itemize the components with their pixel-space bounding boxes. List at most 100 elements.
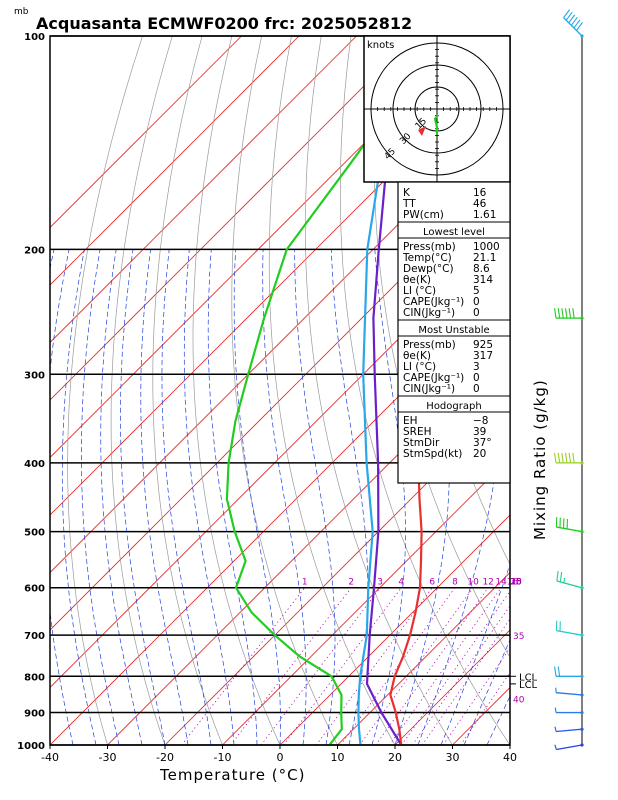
chart-title: Acquasanta ECMWF0200 frc: 2025052812: [36, 14, 412, 33]
mixing-ratio-label: 1: [302, 578, 308, 588]
moist-adiabat-line: [81, 249, 120, 745]
moist-adiabat-line: [207, 249, 258, 745]
pressure-tick-label: 200: [24, 245, 45, 256]
wind-barb: [563, 17, 583, 37]
mixing-ratio-label: 10: [467, 578, 479, 588]
index-label: Press(mb): [403, 339, 456, 351]
x-axis-label: Temperature (°C): [159, 766, 305, 784]
x-tick-label: -10: [214, 751, 232, 764]
index-label: CAPE(Jkg⁻¹): [403, 372, 464, 384]
wind-barb-flag: [554, 726, 557, 732]
mixing-ratio-side-label: 40: [513, 696, 525, 706]
mixing-ratio-label: 18: [510, 578, 522, 588]
dry-adiabat-line: [304, 36, 453, 745]
wind-barb-dot: [580, 316, 584, 320]
wind-barb-flag: [573, 19, 581, 29]
wind-barb-dot: [580, 727, 584, 731]
mixing-ratio-line: [359, 587, 474, 745]
index-label: TT: [402, 198, 416, 210]
pressure-tick-label: 400: [24, 459, 45, 470]
index-label: PW(cm): [403, 209, 444, 221]
index-value: 0: [473, 307, 480, 319]
wind-barb-dot: [580, 586, 584, 590]
wind-barb-flag: [568, 308, 572, 319]
index-value: 1000: [473, 241, 500, 253]
index-label: StmSpd(kt): [403, 448, 462, 460]
mixing-ratio-line: [375, 587, 489, 745]
isotherm-line: [50, 36, 472, 459]
mixing-ratio-line: [460, 671, 510, 745]
wind-barb-flag: [561, 308, 564, 319]
wind-barb-flag: [564, 308, 568, 319]
moist-adiabat-line: [463, 638, 510, 745]
mixing-ratio-label: 4: [398, 578, 404, 588]
dry-adiabat-line: [231, 36, 338, 745]
index-value: 37°: [473, 437, 492, 449]
index-label: θe(K): [403, 274, 431, 286]
mixing-ratio-label: 6: [429, 578, 435, 588]
index-label: Press(mb): [403, 241, 456, 253]
x-tick-label: -40: [41, 751, 59, 764]
index-value: 0: [473, 372, 480, 384]
index-label: CIN(Jkg⁻¹): [403, 383, 455, 395]
wind-barb-flag: [554, 308, 557, 319]
wind-barb: [556, 630, 583, 636]
mixing-ratio-line: [412, 605, 510, 745]
mixing-ratio-label: 3: [377, 578, 383, 588]
dry-adiabat-line: [373, 36, 510, 658]
x-tick-label: -30: [99, 751, 117, 764]
pressure-tick-label: 1000: [17, 741, 45, 752]
hodograph-trace: [433, 114, 439, 135]
wind-barb-dot: [580, 633, 584, 637]
pressure-tick-label: 300: [24, 370, 45, 381]
wind-barb: [556, 580, 583, 589]
wind-barb-flag: [568, 14, 576, 24]
wind-barb-flag: [565, 11, 573, 21]
moist-adiabat-line: [120, 249, 166, 745]
dry-adiabat-line: [192, 36, 281, 745]
mixing-ratio-label: 30: [510, 578, 522, 588]
moist-adiabat-line: [233, 249, 281, 745]
isotherm-line: [50, 226, 510, 689]
moist-adiabat-line: [486, 695, 510, 745]
isotherm-line: [568, 36, 618, 745]
isotherm-line: [50, 169, 510, 631]
background-lines: [50, 36, 618, 745]
wind-barb-dot: [580, 674, 584, 678]
index-label: θe(K): [403, 350, 431, 362]
wind-barb-flag: [563, 577, 566, 583]
index-value: 46: [473, 198, 487, 210]
dry-adiabat-line: [67, 36, 143, 745]
index-value: 20: [473, 448, 486, 460]
moist-adiabat-line: [100, 249, 143, 745]
dry-adiabat-line: [589, 36, 618, 745]
wind-profile: [554, 9, 584, 751]
index-value: 21.1: [473, 252, 496, 264]
index-value: 0: [473, 383, 480, 395]
mixing-ratio-label: 2: [348, 578, 354, 588]
indices-section-header: Most Unstable: [418, 325, 489, 336]
parcel-profile-line: [365, 78, 403, 745]
wind-barb-flag: [556, 570, 559, 582]
wind-barb: [556, 744, 583, 751]
index-label: CAPE(Jkg⁻¹): [403, 296, 464, 308]
index-value: 39: [473, 426, 486, 438]
lcl-label: LCL: [519, 672, 538, 683]
storm-motion-marker: [418, 126, 426, 136]
hodograph-unit-label: knots: [367, 40, 394, 51]
pressure-tick-label: 500: [24, 528, 45, 539]
hodograph-ring: [392, 64, 482, 154]
indices-section-header: Lowest level: [423, 227, 485, 238]
index-value: 314: [473, 274, 493, 286]
x-tick-label: -20: [156, 751, 174, 764]
mixing-ratio-line: [389, 587, 502, 745]
x-tick-label: 0: [277, 751, 284, 764]
wind-barb-flag: [559, 571, 563, 582]
index-label: StmDir: [403, 437, 440, 449]
wind-barb-flag: [554, 452, 557, 463]
wind-barb-dot: [580, 743, 584, 747]
dry-adiabat-line: [560, 36, 618, 745]
moist-adiabat-line: [294, 249, 336, 745]
dry-adiabat-line: [339, 36, 510, 745]
